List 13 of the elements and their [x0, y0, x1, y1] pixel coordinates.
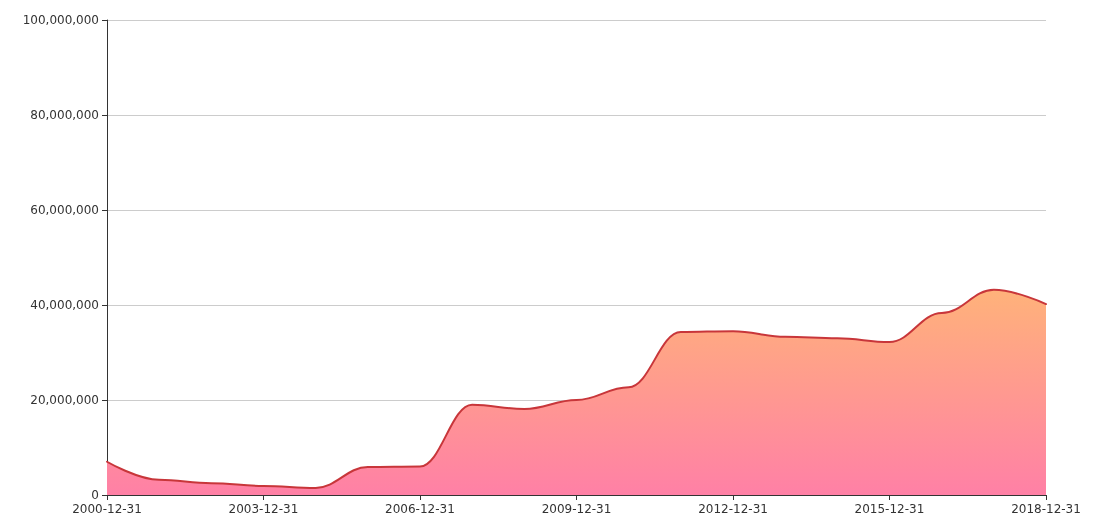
x-tick-label: 2000-12-31 [72, 502, 142, 516]
y-tick-label: 60,000,000 [30, 203, 99, 217]
y-tick-label: 40,000,000 [30, 298, 99, 312]
x-tick-label: 2003-12-31 [228, 502, 299, 516]
y-tick-label: 0 [91, 488, 99, 502]
x-tick-label: 2015-12-31 [854, 502, 925, 516]
x-tick-label: 2006-12-31 [385, 502, 455, 516]
x-tick-label: 2012-12-31 [698, 502, 768, 516]
y-tick-label: 80,000,000 [30, 108, 99, 122]
y-tick-label: 100,000,000 [22, 13, 99, 27]
x-tick-label: 2018-12-31 [1011, 502, 1081, 516]
x-tick-label: 2009-12-31 [541, 502, 612, 516]
y-tick-label: 20,000,000 [30, 393, 99, 407]
